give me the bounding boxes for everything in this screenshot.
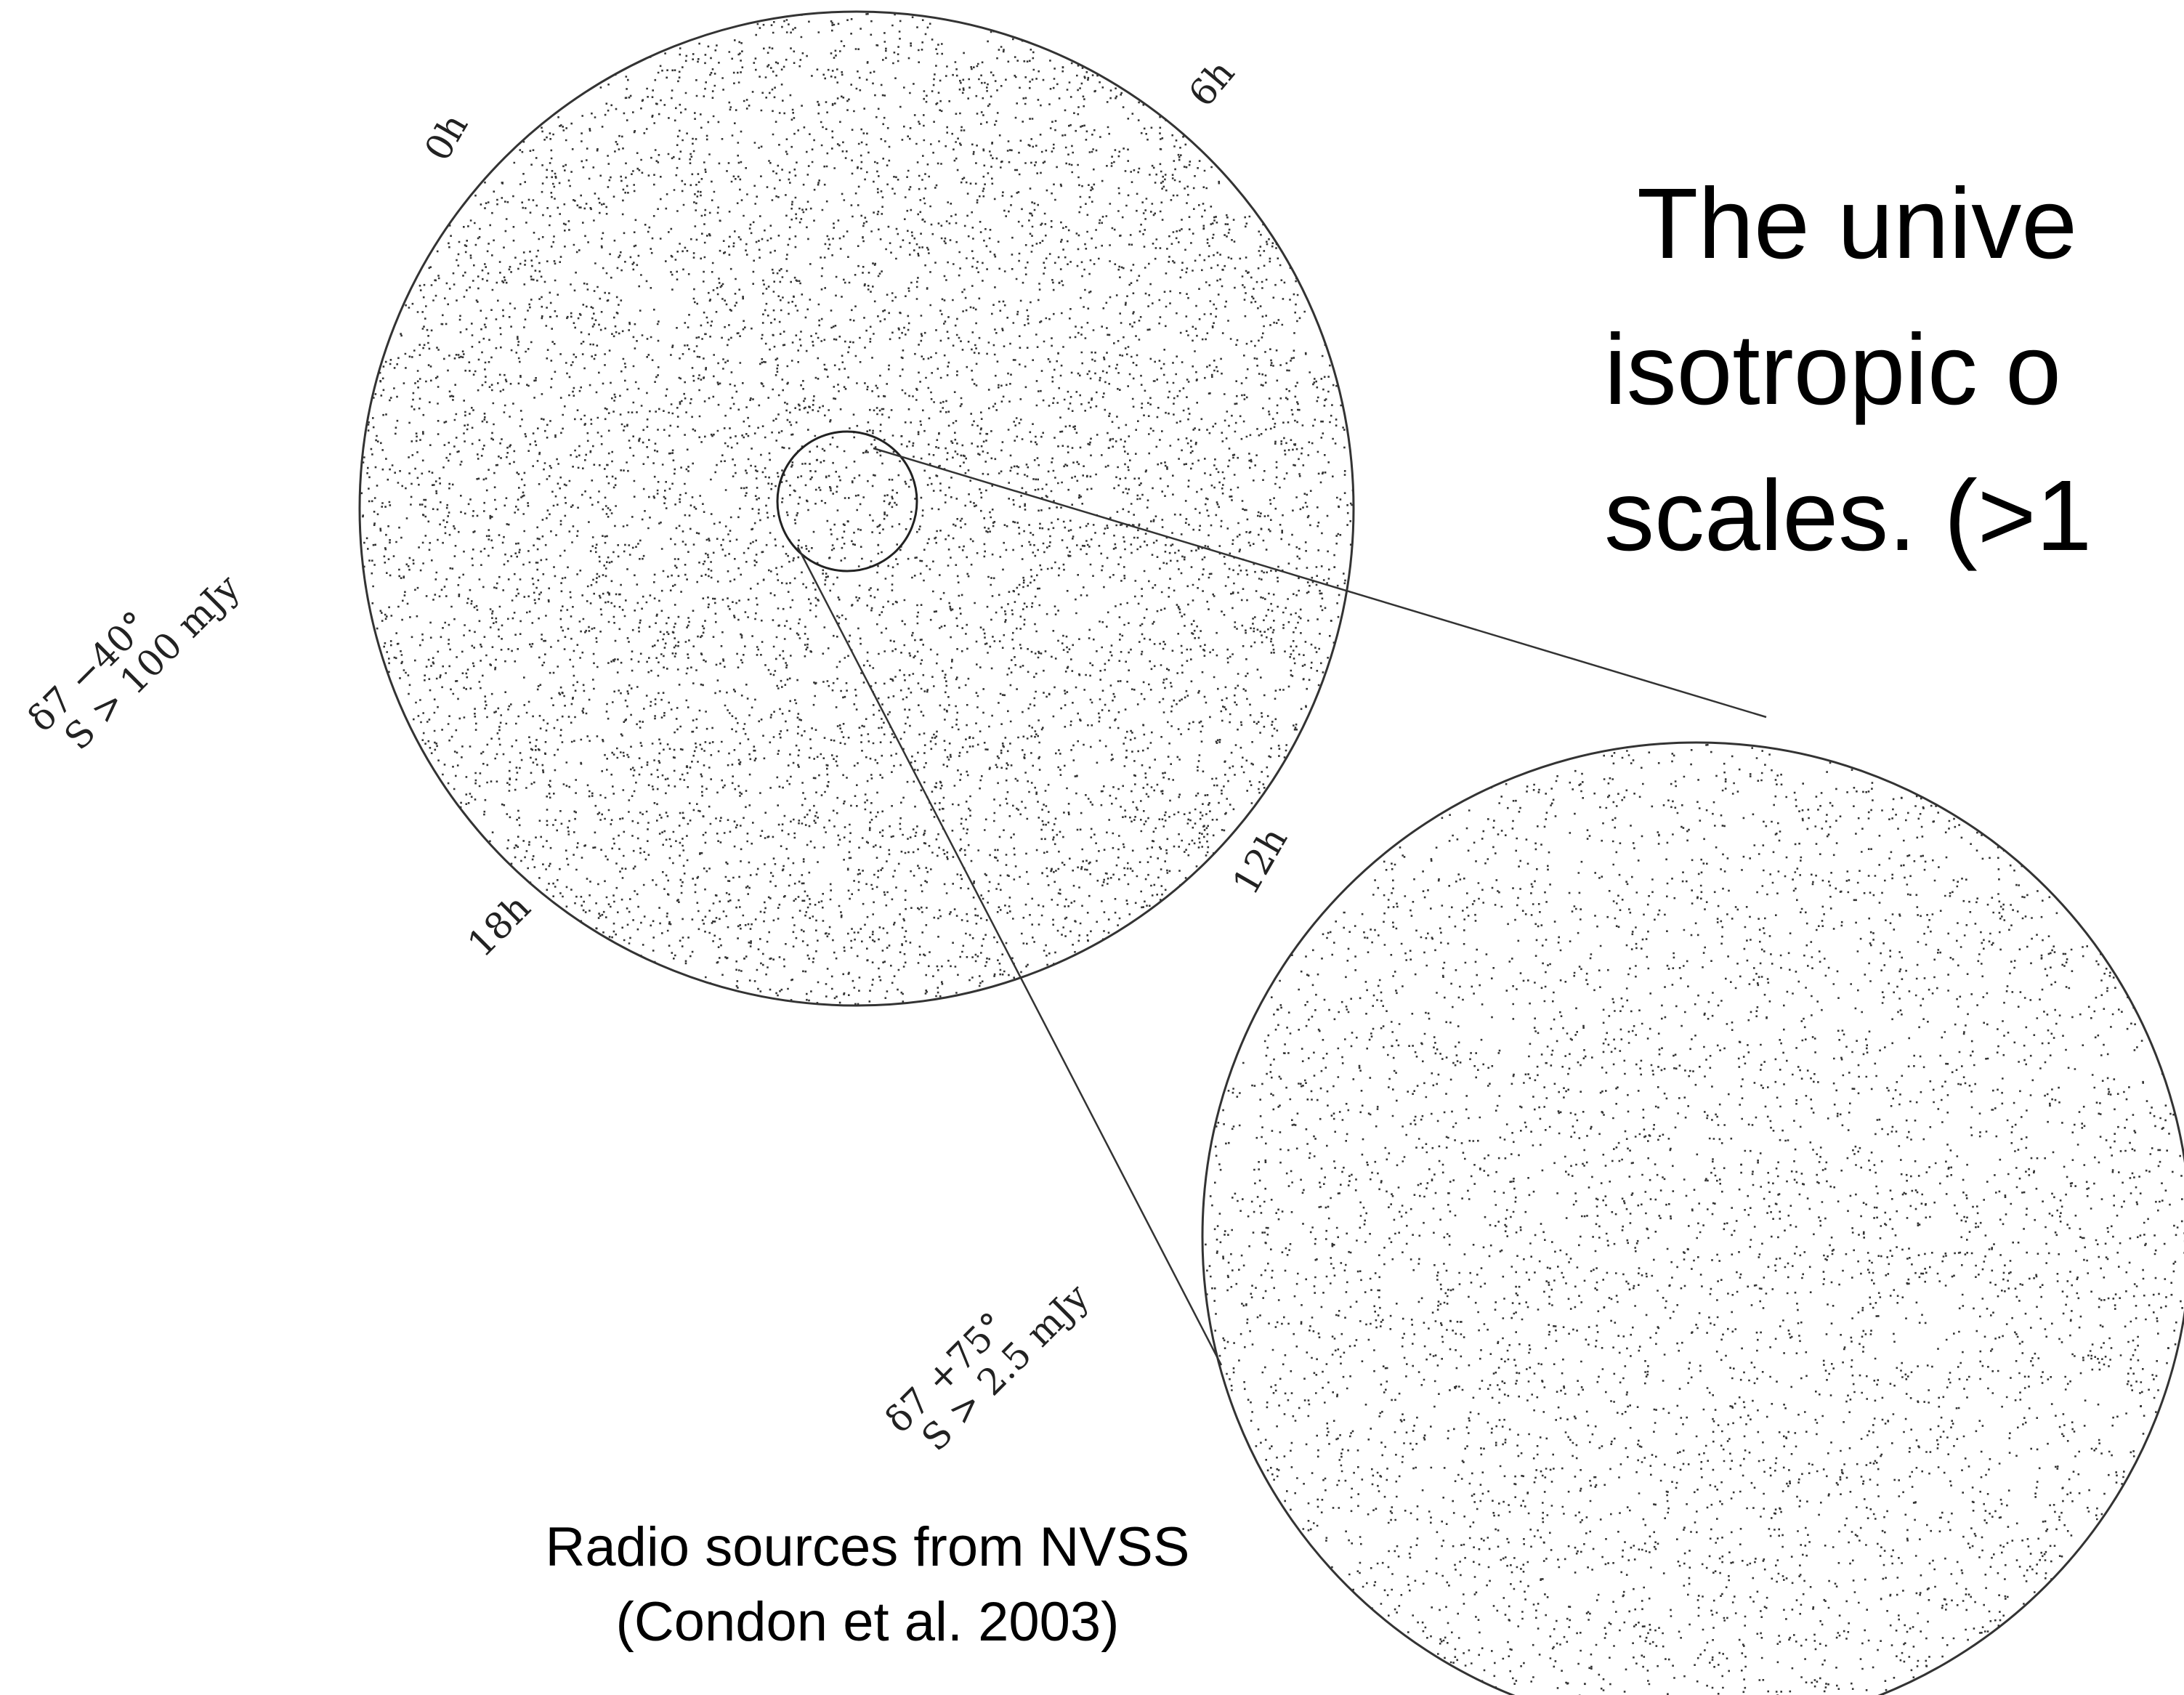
map-border <box>1201 741 2184 1695</box>
zoom-line <box>796 546 1223 1366</box>
sky-map-wide <box>360 12 1354 1006</box>
title-line: scales. (>1 <box>1604 460 2092 572</box>
ra-label: 12h <box>1224 820 1295 902</box>
zoom-region <box>776 430 918 573</box>
radio-sources <box>360 12 1354 1006</box>
ra-label: 18h <box>459 886 538 966</box>
title-line: The unive <box>1637 168 2077 280</box>
map-border <box>358 10 1355 1007</box>
ra-label: 6h <box>1181 52 1243 114</box>
caption: Radio sources from NVSS <box>546 1516 1190 1578</box>
zoom-line <box>873 447 1767 719</box>
ra-label: 0h <box>416 107 476 168</box>
sky-map-zoom <box>1205 743 2184 1695</box>
caption: (Condon et al. 2003) <box>616 1591 1120 1653</box>
radio-sources <box>1205 743 2184 1695</box>
title-line: isotropic o <box>1604 314 2061 426</box>
